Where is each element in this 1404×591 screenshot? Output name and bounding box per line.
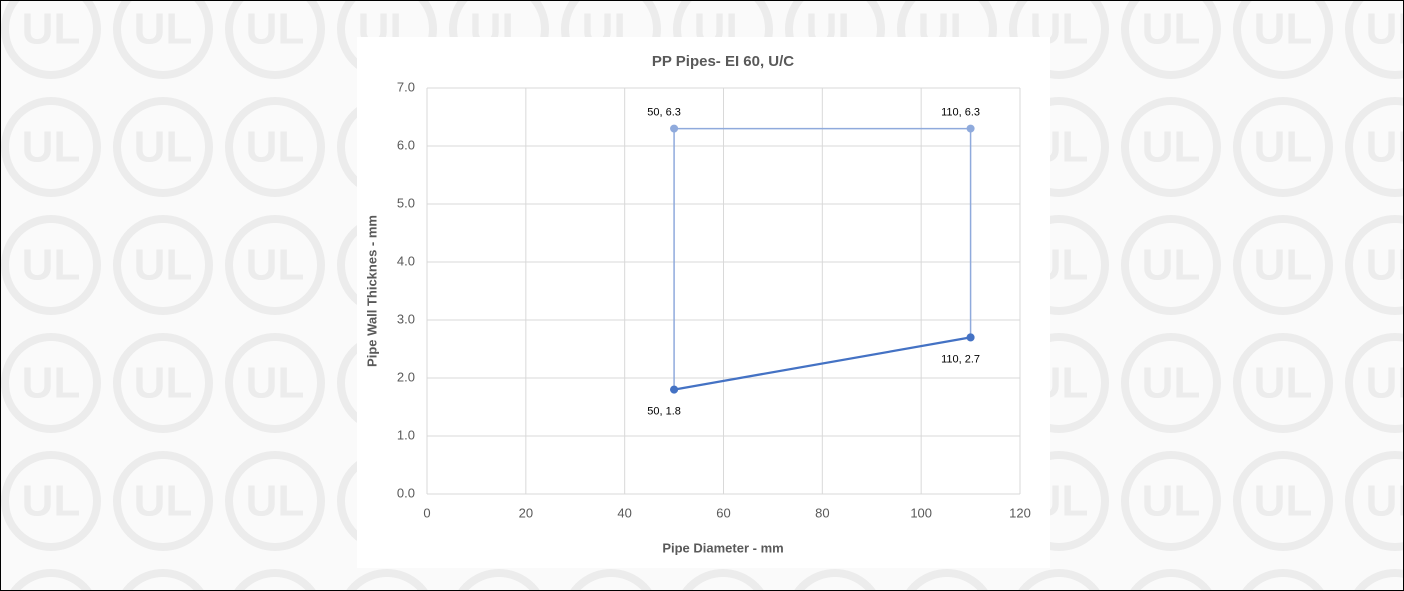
- y-tick-label: 6.0: [397, 137, 415, 152]
- series-line: [673, 336, 971, 391]
- y-tick-label: 5.0: [397, 195, 415, 210]
- x-tick-label: 40: [617, 505, 631, 520]
- point: [966, 333, 975, 342]
- x-tick-label: 80: [815, 505, 829, 520]
- point: [966, 124, 975, 133]
- data-label: 110, 6.3: [941, 107, 980, 119]
- chart-title: PP Pipes- EI 60, U/C: [652, 53, 794, 70]
- x-tick-label: 100: [910, 505, 932, 520]
- x-axis-label: Pipe Diameter - mm: [662, 540, 783, 555]
- x-tick-label: 0: [423, 505, 430, 520]
- chart-area: [357, 37, 1050, 568]
- y-tick-label: 3.0: [397, 311, 415, 326]
- y-axis-label: Pipe Wall Thicknes - mm: [364, 215, 379, 367]
- y-tick-label: 1.0: [397, 427, 415, 442]
- point: [670, 385, 679, 394]
- y-tick-label: 7.0: [397, 79, 415, 94]
- x-tick-label: 20: [519, 505, 533, 520]
- x-tick-label: 120: [1009, 505, 1031, 520]
- y-tick-label: 0.0: [397, 485, 415, 500]
- y-tick-label: 2.0: [397, 369, 415, 384]
- x-tick-label: 60: [716, 505, 730, 520]
- data-label: 50, 6.3: [647, 107, 681, 119]
- series-line: [673, 127, 972, 390]
- y-tick-label: 4.0: [397, 253, 415, 268]
- data-label: 110, 2.7: [941, 353, 980, 365]
- data-label: 50, 1.8: [647, 406, 681, 418]
- point: [670, 124, 679, 133]
